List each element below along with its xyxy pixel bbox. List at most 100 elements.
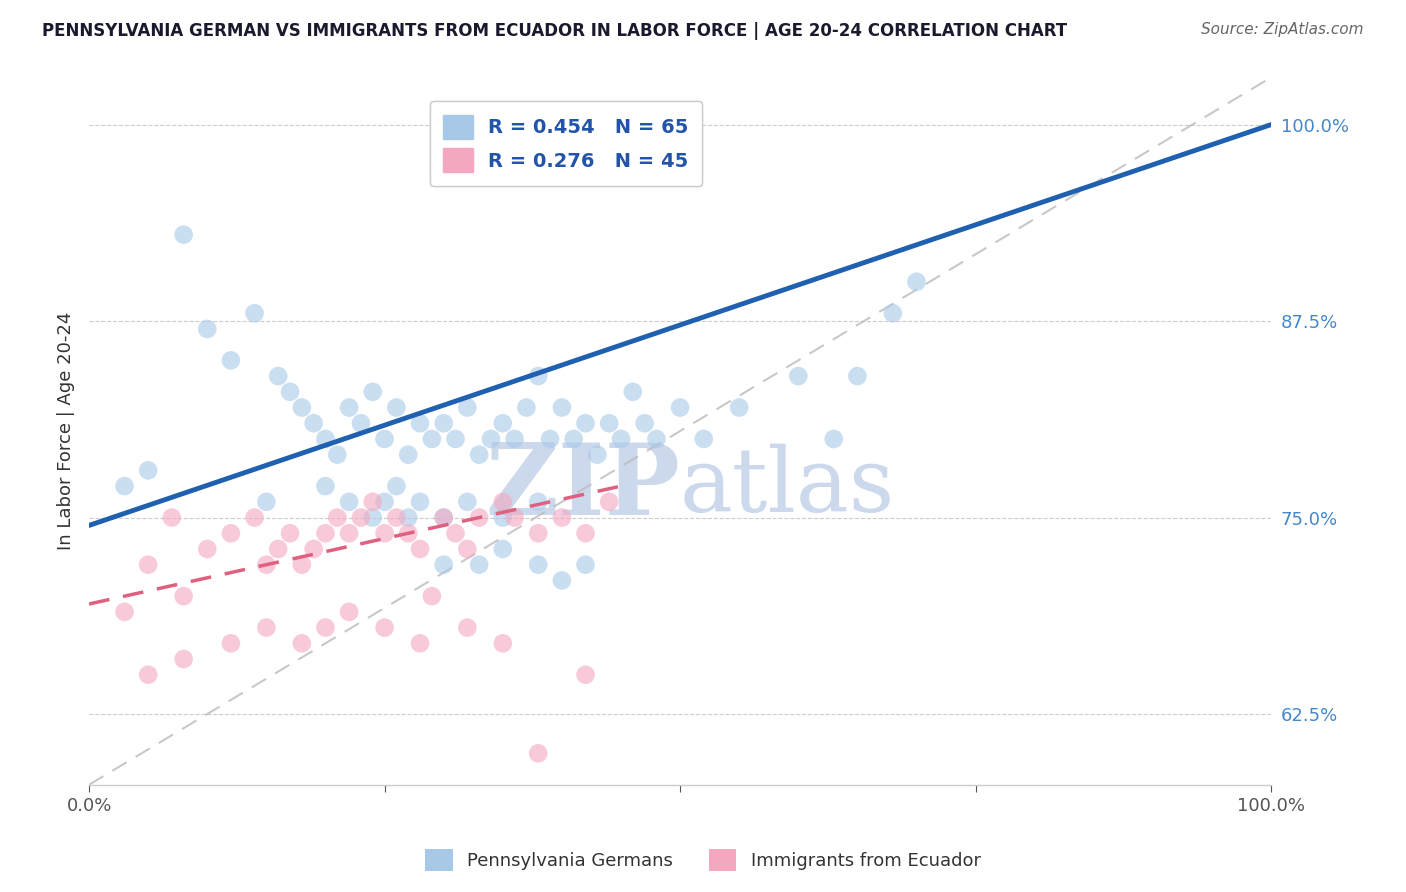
Point <box>645 432 668 446</box>
Point <box>160 510 183 524</box>
Point <box>456 541 478 556</box>
Point <box>574 558 596 572</box>
Point <box>669 401 692 415</box>
Point <box>374 432 396 446</box>
Point <box>278 526 301 541</box>
Point <box>433 416 456 430</box>
Point <box>195 322 218 336</box>
Point <box>337 605 360 619</box>
Point <box>350 510 373 524</box>
Point <box>361 384 384 399</box>
Point <box>420 589 443 603</box>
Point <box>278 384 301 399</box>
Point <box>314 432 336 446</box>
Point <box>219 526 242 541</box>
Point <box>551 401 574 415</box>
Point <box>433 510 456 524</box>
Point <box>409 541 432 556</box>
Point <box>444 526 467 541</box>
Legend: Pennsylvania Germans, Immigrants from Ecuador: Pennsylvania Germans, Immigrants from Ec… <box>418 842 988 879</box>
Text: atlas: atlas <box>681 444 896 532</box>
Point <box>527 558 550 572</box>
Point <box>114 479 136 493</box>
Point <box>787 369 810 384</box>
Point <box>337 526 360 541</box>
Point <box>409 416 432 430</box>
Point <box>219 636 242 650</box>
Point <box>527 369 550 384</box>
Point <box>586 448 609 462</box>
Point <box>254 621 277 635</box>
Point <box>396 448 419 462</box>
Point <box>385 510 408 524</box>
Point <box>314 526 336 541</box>
Point <box>562 432 585 446</box>
Point <box>527 526 550 541</box>
Point <box>574 416 596 430</box>
Point <box>243 510 266 524</box>
Point <box>551 574 574 588</box>
Point <box>456 621 478 635</box>
Point <box>444 432 467 446</box>
Legend: R = 0.454   N = 65, R = 0.276   N = 45: R = 0.454 N = 65, R = 0.276 N = 45 <box>430 102 702 186</box>
Point <box>433 558 456 572</box>
Point <box>173 589 195 603</box>
Point <box>374 526 396 541</box>
Point <box>396 526 419 541</box>
Point <box>527 495 550 509</box>
Point <box>374 495 396 509</box>
Point <box>693 432 716 446</box>
Point <box>243 306 266 320</box>
Point <box>468 558 491 572</box>
Point <box>267 541 290 556</box>
Point <box>479 432 502 446</box>
Point <box>905 275 928 289</box>
Point <box>468 448 491 462</box>
Point <box>503 510 526 524</box>
Point <box>823 432 845 446</box>
Point <box>492 541 515 556</box>
Point <box>633 416 655 430</box>
Point <box>219 353 242 368</box>
Point <box>350 416 373 430</box>
Point <box>610 432 633 446</box>
Point <box>136 558 159 572</box>
Point <box>314 479 336 493</box>
Point <box>396 510 419 524</box>
Point <box>314 621 336 635</box>
Point <box>621 384 644 399</box>
Point <box>326 510 349 524</box>
Point <box>433 510 456 524</box>
Point <box>846 369 869 384</box>
Point <box>337 495 360 509</box>
Point <box>385 401 408 415</box>
Point <box>254 495 277 509</box>
Point <box>492 636 515 650</box>
Point <box>136 667 159 681</box>
Point <box>598 495 620 509</box>
Point <box>302 541 325 556</box>
Point <box>409 495 432 509</box>
Point <box>136 463 159 477</box>
Point <box>492 495 515 509</box>
Text: ZIP: ZIP <box>485 439 681 536</box>
Point <box>195 541 218 556</box>
Y-axis label: In Labor Force | Age 20-24: In Labor Force | Age 20-24 <box>58 312 75 550</box>
Point <box>302 416 325 430</box>
Point <box>291 636 314 650</box>
Point <box>361 510 384 524</box>
Point <box>173 652 195 666</box>
Point <box>492 416 515 430</box>
Point <box>326 448 349 462</box>
Point <box>374 621 396 635</box>
Point <box>515 401 537 415</box>
Point <box>291 558 314 572</box>
Point <box>574 667 596 681</box>
Point <box>468 510 491 524</box>
Point <box>173 227 195 242</box>
Point <box>527 747 550 761</box>
Point <box>267 369 290 384</box>
Point <box>456 401 478 415</box>
Point <box>114 605 136 619</box>
Point <box>598 416 620 430</box>
